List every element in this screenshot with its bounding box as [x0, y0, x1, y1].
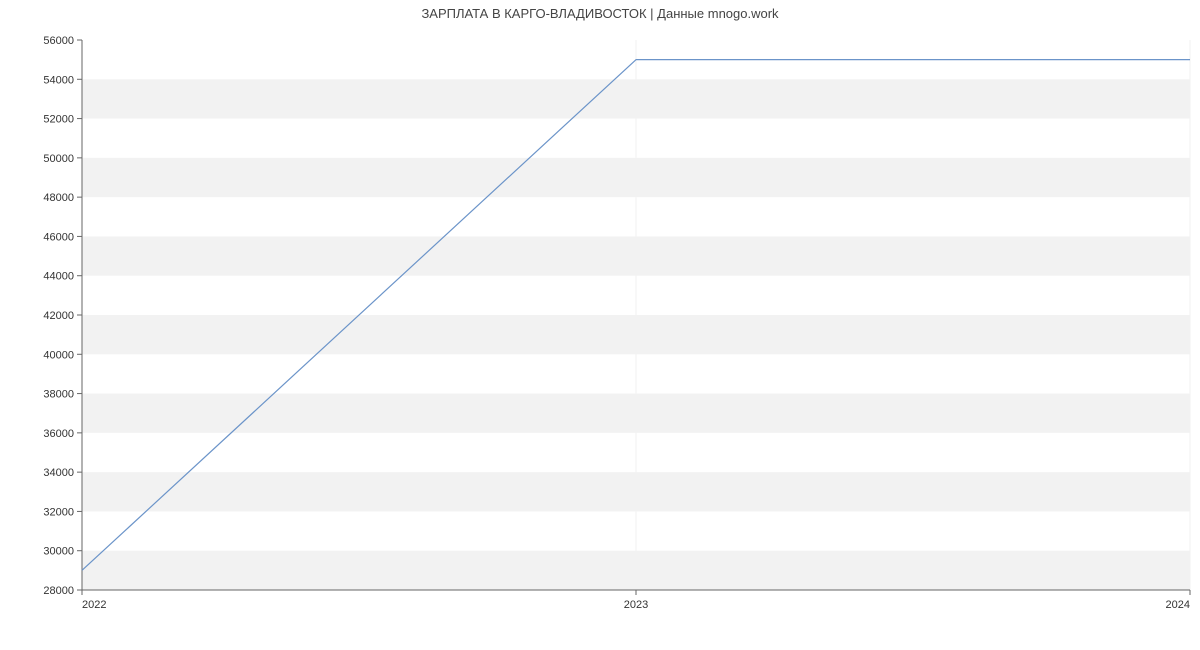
salary-chart: ЗАРПЛАТА В КАРГО-ВЛАДИВОСТОК | Данные mn…: [0, 0, 1200, 650]
svg-text:34000: 34000: [43, 467, 74, 479]
svg-text:40000: 40000: [43, 349, 74, 361]
svg-text:48000: 48000: [43, 192, 74, 204]
svg-text:56000: 56000: [43, 35, 74, 47]
svg-text:36000: 36000: [43, 428, 74, 440]
svg-text:2023: 2023: [624, 599, 648, 611]
svg-text:52000: 52000: [43, 114, 74, 126]
svg-text:46000: 46000: [43, 231, 74, 243]
chart-canvas: 28000 30000 32000 34000 36000 38000 40000 42000…: [0, 0, 1200, 650]
chart-title: ЗАРПЛАТА В КАРГО-ВЛАДИВОСТОК | Данные mn…: [0, 6, 1200, 21]
svg-text:32000: 32000: [43, 506, 74, 518]
svg-text:2024: 2024: [1166, 599, 1190, 611]
svg-text:38000: 38000: [43, 389, 74, 401]
svg-text:30000: 30000: [43, 546, 74, 558]
svg-text:54000: 54000: [43, 74, 74, 86]
svg-text:50000: 50000: [43, 153, 74, 165]
svg-text:42000: 42000: [43, 310, 74, 322]
svg-text:2022: 2022: [82, 599, 106, 611]
svg-text:28000: 28000: [43, 585, 74, 597]
svg-text:44000: 44000: [43, 271, 74, 283]
